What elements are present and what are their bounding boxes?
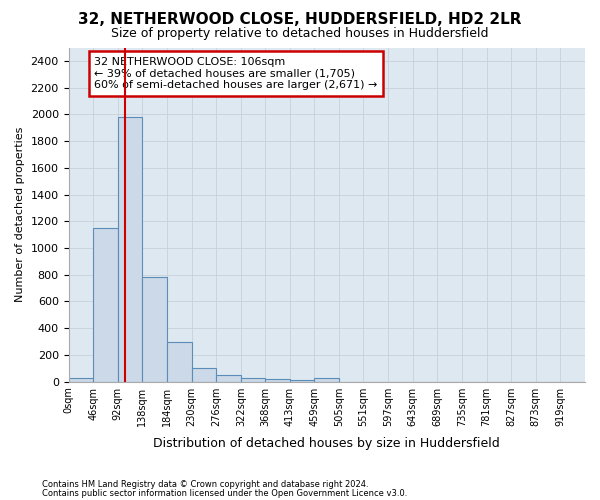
- Bar: [241, 378, 265, 382]
- Bar: [314, 378, 339, 382]
- Text: 32 NETHERWOOD CLOSE: 106sqm
← 39% of detached houses are smaller (1,705)
60% of : 32 NETHERWOOD CLOSE: 106sqm ← 39% of det…: [94, 57, 377, 90]
- Text: 32, NETHERWOOD CLOSE, HUDDERSFIELD, HD2 2LR: 32, NETHERWOOD CLOSE, HUDDERSFIELD, HD2 …: [78, 12, 522, 28]
- X-axis label: Distribution of detached houses by size in Huddersfield: Distribution of detached houses by size …: [154, 437, 500, 450]
- Text: Contains HM Land Registry data © Crown copyright and database right 2024.: Contains HM Land Registry data © Crown c…: [42, 480, 368, 489]
- Bar: [142, 278, 167, 382]
- Y-axis label: Number of detached properties: Number of detached properties: [15, 127, 25, 302]
- Bar: [118, 117, 142, 382]
- Bar: [265, 379, 290, 382]
- Bar: [290, 380, 314, 382]
- Bar: [68, 378, 93, 382]
- Bar: [216, 375, 241, 382]
- Text: Contains public sector information licensed under the Open Government Licence v3: Contains public sector information licen…: [42, 488, 407, 498]
- Bar: [167, 342, 191, 382]
- Text: Size of property relative to detached houses in Huddersfield: Size of property relative to detached ho…: [111, 28, 489, 40]
- Bar: [191, 368, 216, 382]
- Bar: [93, 228, 118, 382]
